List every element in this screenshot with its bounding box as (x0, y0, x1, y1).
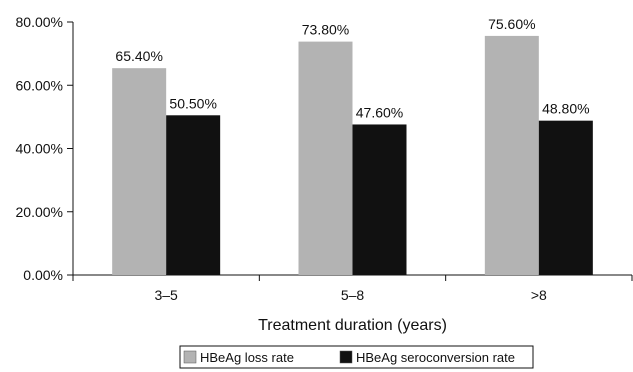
legend-label: HBeAg seroconversion rate (356, 350, 515, 365)
bars (112, 35, 593, 275)
x-axis-title: Treatment duration (years) (258, 317, 447, 334)
y-tick-label: 40.00% (16, 141, 63, 157)
data-label: 65.40% (115, 48, 162, 64)
bar-seroconversion-rate (538, 120, 593, 275)
bar-loss-rate (484, 35, 539, 275)
y-axis: 0.00% 20.00% 40.00% 60.00% 80.00% (16, 14, 74, 283)
y-tick-label: 0.00% (23, 267, 63, 283)
bar-seroconversion-rate (166, 115, 221, 275)
y-tick-label: 20.00% (16, 204, 63, 220)
data-label: 48.80% (542, 101, 589, 117)
legend-swatch (339, 350, 353, 364)
x-tick-label: 3–5 (154, 287, 178, 303)
x-tick-label: >8 (531, 287, 547, 303)
y-tick-label: 80.00% (16, 14, 63, 30)
data-label: 75.60% (488, 16, 535, 32)
data-label: 47.60% (356, 104, 403, 120)
data-label: 73.80% (302, 22, 349, 38)
legend-label: HBeAg loss rate (200, 350, 294, 365)
bar-loss-rate (298, 41, 353, 275)
data-label: 50.50% (169, 95, 216, 111)
bar-seroconversion-rate (352, 124, 407, 275)
bar-loss-rate (112, 68, 167, 275)
data-labels: 65.40% 50.50% 73.80% 47.60% 75.60% 48.80% (115, 16, 589, 121)
legend-box (179, 345, 534, 369)
x-tick-label: 5–8 (341, 287, 365, 303)
y-tick-label: 60.00% (16, 77, 63, 93)
x-axis: 3–5 5–8 >8 (72, 274, 633, 303)
legend: HBeAg loss rate HBeAg seroconversion rate (179, 345, 534, 369)
legend-swatch (183, 350, 197, 364)
